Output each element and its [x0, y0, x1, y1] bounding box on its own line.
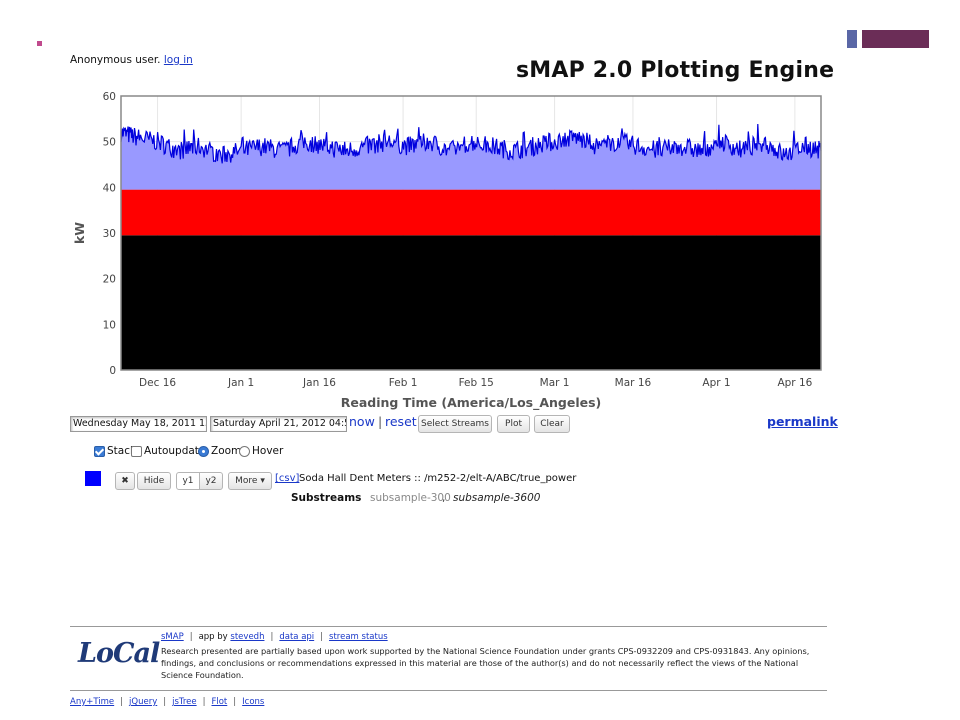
- x-tick-label: Feb 15: [459, 377, 494, 389]
- chart-series: [120, 123, 822, 370]
- autoupdate-label: Autoupdate: [144, 445, 206, 457]
- y-tick-label: 30: [103, 228, 116, 240]
- local-logo: LoCal: [78, 638, 160, 669]
- now-link[interactable]: now: [349, 414, 375, 429]
- x-axis-label: Reading Time (America/Los_Angeles): [341, 395, 602, 411]
- stack-checkbox[interactable]: [94, 445, 105, 457]
- credits-links: Any+Time | jQuery | jsTree | Flot | Icons: [70, 697, 265, 707]
- hide-stream-button[interactable]: Hide: [137, 472, 171, 490]
- y-tick-label: 0: [109, 365, 116, 377]
- permalink-link[interactable]: permalink: [767, 414, 838, 429]
- series-band-black: [121, 235, 821, 370]
- smap-link[interactable]: sMAP: [161, 632, 184, 642]
- footer-divider: [70, 690, 827, 691]
- user-status: Anonymous user. log in: [70, 54, 193, 66]
- stack-label: Stack: [107, 445, 137, 457]
- x-tick-label: Apr 1: [702, 377, 730, 389]
- substreams-label: Substreams: [291, 492, 362, 504]
- anonymous-user-text: Anonymous user.: [70, 54, 161, 66]
- separator: |: [378, 414, 383, 429]
- x-tick-label: Mar 1: [540, 377, 570, 389]
- end-time-input[interactable]: Saturday April 21, 2012 04:50:0: [210, 416, 347, 432]
- stack-option[interactable]: Stack: [94, 445, 136, 457]
- y-axis-label: kW: [72, 222, 87, 244]
- footer-links: sMAP | app by stevedh | data api | stream stat…: [161, 632, 388, 642]
- y-tick-label: 60: [103, 91, 116, 103]
- x-tick-label: Jan 16: [302, 377, 336, 389]
- zoom-option[interactable]: Zoom: [198, 445, 241, 457]
- page-title: sMAP 2.0 Plotting Engine: [516, 58, 835, 83]
- csv-link[interactable]: [csv]: [275, 473, 300, 484]
- substream-item[interactable]: subsample-300: [370, 492, 451, 504]
- y-tick-label: 40: [103, 182, 116, 194]
- series-line-blue: [120, 123, 822, 164]
- substream-item[interactable]: subsample-3600: [453, 492, 541, 504]
- zoom-label: Zoom: [211, 445, 242, 457]
- autoupdate-checkbox[interactable]: [131, 445, 142, 457]
- footer-divider: [70, 626, 827, 627]
- stream-status-link[interactable]: stream status: [329, 632, 388, 642]
- hover-radio[interactable]: [239, 445, 250, 457]
- jstree-link[interactable]: jsTree: [172, 697, 197, 707]
- zoom-radio[interactable]: [198, 445, 209, 457]
- plot-button[interactable]: Plot: [497, 415, 530, 433]
- y1-axis-button[interactable]: y1: [176, 472, 200, 490]
- plot-frame: [120, 95, 822, 371]
- clear-button[interactable]: Clear: [534, 415, 570, 433]
- x-tick-label: Apr 16: [777, 377, 812, 389]
- stream-path: Soda Hall Dent Meters :: /m252-2/elt-A/A…: [299, 473, 577, 484]
- slide-accent-bar: [847, 30, 857, 48]
- flot-link[interactable]: Flot: [211, 697, 228, 707]
- slide-accent-bar: [862, 30, 929, 48]
- x-tick-label: Dec 16: [139, 377, 176, 389]
- research-disclaimer: Research presented are partially based u…: [161, 646, 810, 681]
- hover-option[interactable]: Hover: [239, 445, 283, 457]
- autoupdate-option[interactable]: Autoupdate: [131, 445, 205, 457]
- start-time-input[interactable]: Wednesday May 18, 2011 13:3: [70, 416, 207, 432]
- power-chart[interactable]: 0 10 20 30 40 50 60 Dec 16 Jan 1 Jan 16 Feb 1 Feb 1…: [70, 88, 830, 413]
- data-api-link[interactable]: data api: [279, 632, 315, 642]
- series-area-blue: [121, 124, 821, 190]
- x-tick-label: Jan 1: [227, 377, 254, 389]
- series-band-red: [121, 189, 821, 236]
- anytime-link[interactable]: Any+Time: [70, 697, 115, 707]
- substream-separator: ,: [442, 492, 446, 504]
- y-tick-label: 50: [103, 137, 116, 149]
- y-tick-label: 20: [103, 274, 116, 286]
- icons-link[interactable]: Icons: [242, 697, 265, 707]
- chart-axes: 0 10 20 30 40 50 60 Dec 16 Jan 1 Jan 16 Feb 1 Feb 1…: [103, 91, 822, 389]
- jquery-link[interactable]: jQuery: [129, 697, 158, 707]
- slide-bullet-marker: [37, 41, 42, 46]
- more-menu-button[interactable]: More ▾: [228, 472, 272, 490]
- login-link[interactable]: log in: [163, 54, 193, 66]
- x-tick-label: Mar 16: [615, 377, 652, 389]
- app-by-text: app by: [198, 632, 228, 642]
- y2-axis-button[interactable]: y2: [199, 472, 223, 490]
- y-tick-label: 10: [103, 319, 116, 331]
- stream-color-swatch[interactable]: [85, 471, 101, 486]
- author-link[interactable]: stevedh: [230, 632, 265, 642]
- x-tick-label: Feb 1: [389, 377, 418, 389]
- reset-link[interactable]: reset: [385, 414, 417, 429]
- select-streams-button[interactable]: Select Streams: [418, 415, 492, 433]
- hover-label: Hover: [252, 445, 284, 457]
- remove-stream-icon[interactable]: ✖: [115, 472, 135, 490]
